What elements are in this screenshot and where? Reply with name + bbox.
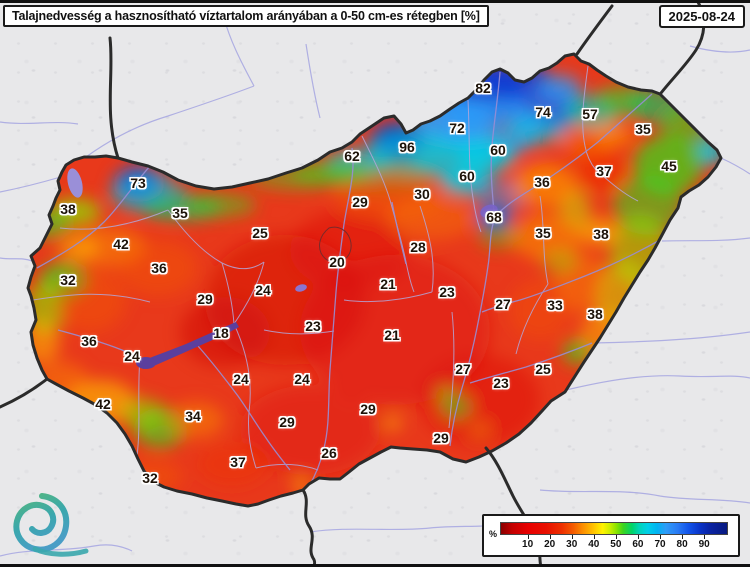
legend-colorbar bbox=[500, 522, 728, 535]
legend-tick-label: 10 bbox=[522, 539, 534, 550]
hungaromet-logo-icon bbox=[13, 493, 89, 557]
budapest-outline bbox=[319, 226, 352, 264]
legend-unit-label: % bbox=[489, 529, 498, 539]
lake-tisza bbox=[480, 204, 498, 218]
legend-tick-mark bbox=[615, 535, 617, 539]
legend-tick-mark bbox=[593, 535, 595, 539]
legend-tick-label: 20 bbox=[544, 539, 556, 550]
legend-tick-mark bbox=[682, 535, 684, 539]
legend-tick-mark bbox=[637, 535, 639, 539]
map-date-box: 2025-08-24 bbox=[658, 5, 745, 28]
rivers-outside bbox=[0, 17, 750, 557]
soil-moisture-field bbox=[28, 54, 721, 506]
map-title: Talajnedvesség a hasznosítható víztartal… bbox=[12, 9, 480, 23]
lake-ferto bbox=[67, 168, 83, 198]
hungary-border bbox=[26, 52, 723, 508]
legend-ticks: 10 20 30 40 50 60 70 80 90 bbox=[500, 535, 728, 553]
legend-tick-mark bbox=[704, 535, 706, 539]
legend-tick-label: 70 bbox=[654, 539, 666, 550]
legend-tick-label: 50 bbox=[610, 539, 622, 550]
legend-tick-label: 80 bbox=[676, 539, 688, 550]
legend: % 10 20 30 40 50 60 70 80 90 bbox=[482, 514, 740, 557]
bottom-frame-line bbox=[0, 564, 750, 567]
legend-tick-label: 90 bbox=[698, 539, 710, 550]
lakes bbox=[136, 204, 498, 369]
legend-tick-mark bbox=[660, 535, 661, 539]
legend-tick-mark bbox=[571, 535, 573, 539]
lake-velence bbox=[295, 284, 307, 292]
map-date: 2025-08-24 bbox=[668, 9, 736, 24]
county-borders bbox=[32, 65, 639, 479]
map-title-box: Talajnedvesség a hasznosítható víztartal… bbox=[3, 5, 489, 27]
country-borders-outside bbox=[0, 0, 706, 567]
lake-balaton bbox=[139, 322, 239, 369]
legend-tick-label: 30 bbox=[566, 539, 578, 550]
top-frame-line bbox=[0, 0, 750, 3]
legend-tick-mark bbox=[549, 535, 551, 539]
legend-tick-label: 40 bbox=[588, 539, 600, 550]
lake-balaton-west-end bbox=[136, 357, 156, 369]
legend-tick-mark bbox=[527, 535, 529, 539]
rivers-inside bbox=[36, 71, 661, 489]
legend-tick-label: 60 bbox=[632, 539, 644, 550]
